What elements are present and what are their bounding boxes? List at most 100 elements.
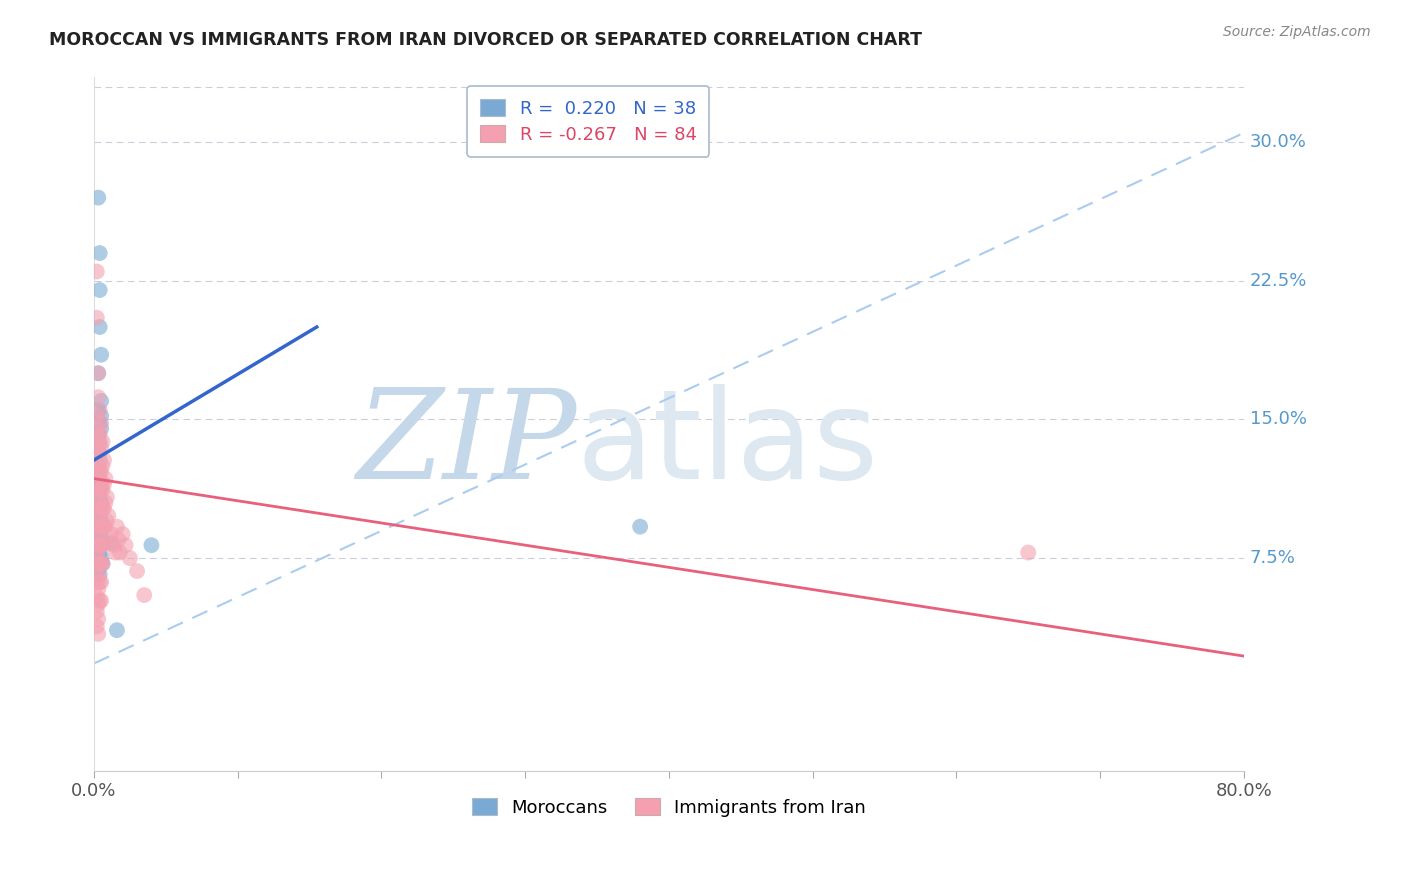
Point [93, 519, 115, 533]
Point [87, 553, 110, 567]
Point [86, 516, 108, 530]
Point [86, 431, 108, 445]
Point [94, 495, 117, 509]
Text: 30.0%: 30.0% [1250, 133, 1306, 151]
Point [87, 477, 110, 491]
Point [91, 434, 114, 449]
Point [97, 508, 120, 523]
Point [87, 191, 110, 205]
Point [91, 557, 114, 571]
Point [87, 464, 110, 478]
Point [89, 464, 111, 478]
Point [89, 472, 111, 486]
Point [90, 593, 112, 607]
Point [87, 567, 110, 582]
Point [86, 545, 108, 559]
Point [89, 246, 111, 260]
Point [1017, 545, 1039, 559]
Point [89, 567, 111, 582]
Point [94, 472, 117, 486]
Point [87, 524, 110, 538]
Point [90, 495, 112, 509]
Point [90, 483, 112, 497]
Point [87, 427, 110, 442]
Point [87, 541, 110, 556]
Point [118, 551, 141, 566]
Point [87, 446, 110, 460]
Text: atlas: atlas [576, 384, 879, 506]
Point [90, 464, 112, 478]
Point [89, 446, 111, 460]
Point [91, 519, 114, 533]
Point [89, 593, 111, 607]
Point [86, 264, 108, 278]
Point [89, 501, 111, 516]
Point [107, 533, 129, 547]
Point [90, 394, 112, 409]
Point [96, 490, 118, 504]
Point [91, 458, 114, 473]
Point [100, 527, 122, 541]
Point [89, 283, 111, 297]
Text: ZIP: ZIP [357, 384, 576, 506]
Point [90, 514, 112, 528]
Point [104, 545, 127, 559]
Point [87, 366, 110, 380]
Point [90, 409, 112, 423]
Point [141, 538, 163, 552]
Point [87, 403, 110, 417]
Point [103, 538, 125, 552]
Point [94, 519, 117, 533]
Point [87, 493, 110, 508]
Point [90, 422, 112, 436]
Point [90, 575, 112, 590]
Point [86, 450, 108, 464]
Point [89, 416, 111, 430]
Text: MOROCCAN VS IMMIGRANTS FROM IRAN DIVORCED OR SEPARATED CORRELATION CHART: MOROCCAN VS IMMIGRANTS FROM IRAN DIVORCE… [49, 31, 922, 49]
Point [87, 501, 110, 516]
Point [90, 477, 112, 491]
Point [90, 551, 112, 566]
Point [86, 531, 108, 545]
Point [89, 427, 111, 442]
Point [91, 536, 114, 550]
Point [91, 557, 114, 571]
Point [87, 562, 110, 576]
Point [87, 627, 110, 641]
Point [96, 514, 118, 528]
Point [100, 536, 122, 550]
Point [90, 538, 112, 552]
Point [89, 545, 111, 559]
Point [89, 490, 111, 504]
Point [93, 453, 115, 467]
Point [86, 501, 108, 516]
Point [87, 390, 110, 404]
Legend: Moroccans, Immigrants from Iran: Moroccans, Immigrants from Iran [464, 791, 873, 824]
Point [114, 538, 136, 552]
Text: 22.5%: 22.5% [1250, 272, 1308, 290]
Point [93, 501, 115, 516]
Point [87, 422, 110, 436]
Point [89, 453, 111, 467]
Point [125, 564, 148, 578]
Point [91, 501, 114, 516]
Point [86, 619, 108, 633]
Point [86, 590, 108, 604]
Point [87, 582, 110, 597]
Point [108, 545, 131, 559]
Point [87, 508, 110, 523]
Point [86, 467, 108, 482]
Point [86, 310, 108, 325]
Point [87, 538, 110, 552]
Point [111, 527, 134, 541]
Point [105, 519, 128, 533]
Point [93, 477, 115, 491]
Point [87, 366, 110, 380]
Point [89, 483, 111, 497]
Point [86, 575, 108, 590]
Point [91, 483, 114, 497]
Point [86, 486, 108, 500]
Point [91, 538, 114, 552]
Text: 7.5%: 7.5% [1250, 549, 1295, 567]
Point [89, 525, 111, 540]
